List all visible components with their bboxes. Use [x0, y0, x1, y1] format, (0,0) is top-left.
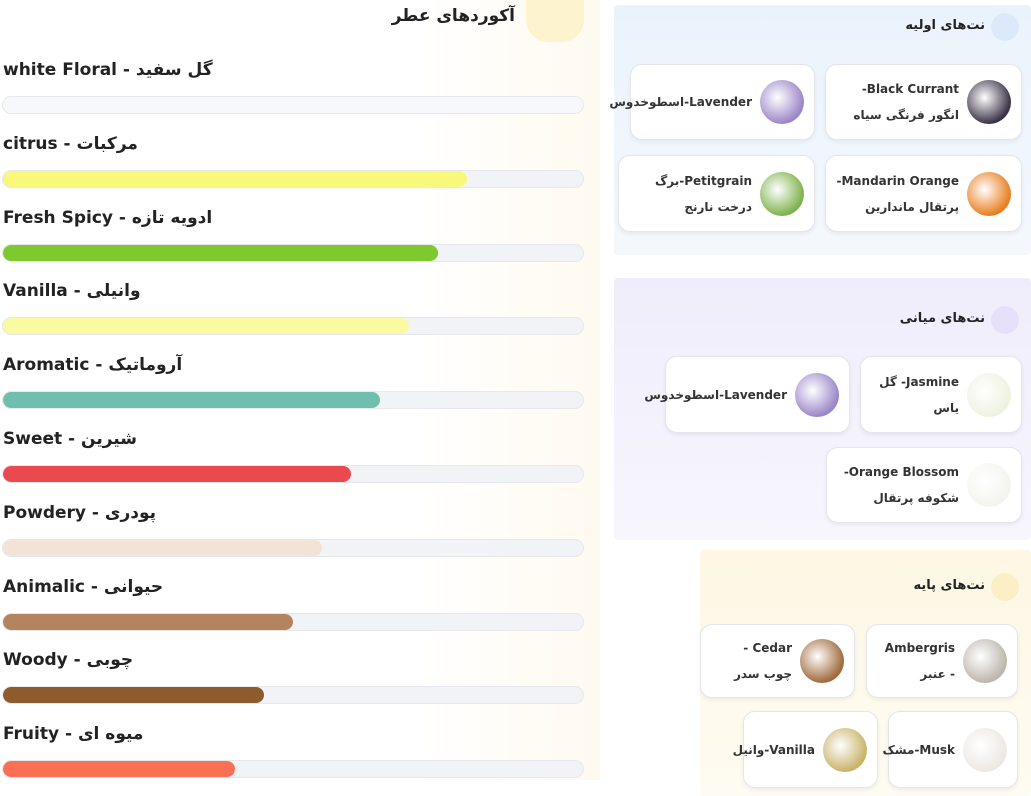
accords-panel — [0, 0, 600, 780]
accord-bar — [3, 244, 438, 261]
note-name: Black Currant-انگور فرنگی سیاه — [853, 82, 959, 122]
accord-track — [2, 391, 584, 410]
accords-title: آکوردهای عطر — [391, 6, 515, 26]
accord-label: Fresh Spicy - ادویه تازه — [3, 207, 213, 228]
accord-bar — [3, 761, 235, 778]
accord-track — [2, 686, 584, 705]
accords-icon — [526, 0, 584, 42]
accord-track — [2, 612, 584, 631]
note-image — [760, 80, 804, 124]
accord-bar — [3, 318, 409, 335]
note-card: Black Currant-انگور فرنگی سیاه — [825, 64, 1022, 140]
accord-track — [2, 169, 584, 188]
accord-bar — [3, 687, 264, 704]
note-card: Ambergris - عنبر — [866, 624, 1018, 698]
note-card: Musk-مشک — [882, 711, 1018, 788]
accord-bar — [3, 539, 322, 556]
note-card: Jasmine- گل یاس — [860, 356, 1022, 433]
note-card: Cedar - چوب سدر — [700, 624, 855, 698]
note-card: Vanilla-وانیل — [733, 711, 878, 788]
note-image — [795, 372, 839, 417]
note-name: Lavender-اسطوخدوس — [644, 387, 787, 402]
note-image — [967, 80, 1011, 124]
note-card: Lavender-اسطوخدوس — [644, 356, 850, 433]
note-image — [967, 171, 1011, 216]
note-name: Lavender-اسطوخدوس — [609, 95, 752, 109]
accord-label: Powdery - پودری — [3, 502, 157, 523]
accord-label: Vanilla - وانیلی — [3, 281, 141, 302]
section-title: نت‌های اولیه — [905, 18, 985, 33]
note-image — [963, 727, 1007, 772]
note-card: Petitgrain-برگ درخت نارنج — [618, 155, 815, 232]
note-name: Petitgrain-برگ درخت نارنج — [654, 173, 752, 214]
note-name: Vanilla-وانیل — [732, 742, 815, 757]
accord-track — [2, 538, 584, 557]
note-image — [967, 463, 1011, 507]
accord-bar — [3, 170, 467, 187]
section-title: نت‌های پایه — [913, 578, 985, 593]
accord-track — [2, 96, 584, 114]
note-name: Cedar - چوب سدر — [733, 641, 792, 681]
note-name: Orange Blossom-شکوفه پرتقال — [843, 465, 959, 505]
accord-bar — [3, 392, 380, 409]
accord-label: white Floral - گل سفید — [3, 60, 213, 80]
section-icon — [991, 573, 1019, 601]
accord-track — [2, 317, 584, 336]
accord-track — [2, 465, 584, 483]
note-card: Mandarin Orange-پرتقال ماندارین — [825, 155, 1022, 232]
accord-label: Animalic - حیوانی — [3, 576, 164, 597]
accord-label: Sweet - شیرین — [3, 429, 137, 449]
note-name: Jasmine- گل یاس — [879, 374, 959, 415]
note-image — [760, 171, 804, 216]
note-image — [963, 639, 1007, 683]
accord-track — [2, 760, 584, 779]
accord-bar — [3, 97, 583, 113]
accord-label: Fruity - میوه ای — [3, 724, 144, 745]
note-image — [823, 727, 867, 772]
section-icon — [991, 13, 1019, 41]
note-name: Musk-مشک — [882, 742, 955, 757]
accord-label: citrus - مرکبات — [3, 133, 138, 154]
accord-label: Woody - چوبی — [3, 650, 134, 671]
accord-track — [2, 243, 584, 262]
note-image — [967, 372, 1011, 417]
note-image — [800, 639, 844, 683]
accord-label: Aromatic - آروماتیک — [3, 355, 183, 376]
note-card: Orange Blossom-شکوفه پرتقال — [826, 447, 1022, 523]
section-title: نت‌های میانی — [899, 311, 985, 326]
accord-bar — [3, 466, 351, 482]
section-icon — [991, 306, 1019, 334]
note-name: Mandarin Orange-پرتقال ماندارین — [836, 173, 960, 214]
note-name: Ambergris - عنبر — [884, 641, 955, 681]
note-card: Lavender-اسطوخدوس — [609, 64, 815, 140]
accord-bar — [3, 613, 293, 630]
